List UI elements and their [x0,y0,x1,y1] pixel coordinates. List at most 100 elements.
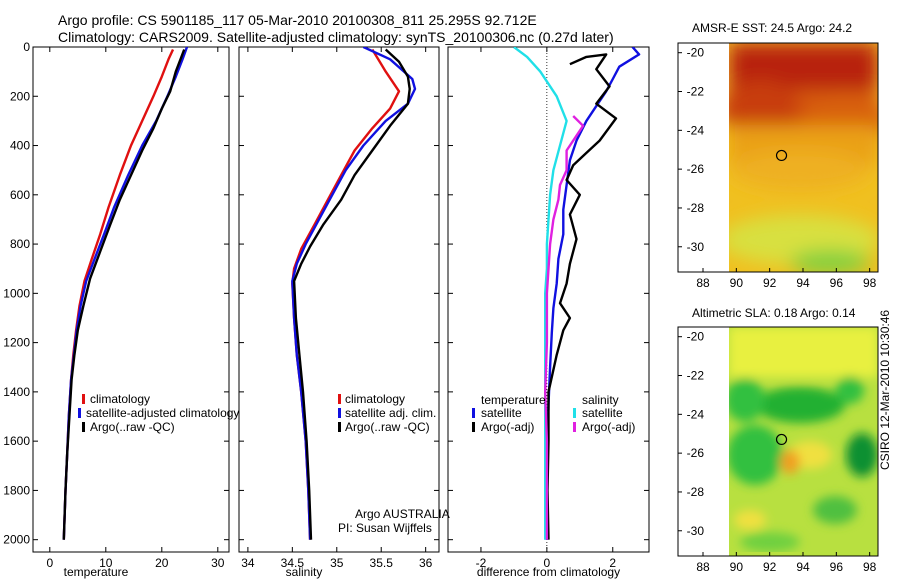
difference-legend: temperature satellite Argo(-adj) salinit… [472,393,635,434]
x-axis-label: difference from climatology [477,565,620,579]
timestamp-stamp: CSIRO 12-Mar-2010 10:30:46 [878,309,892,470]
x-tick-label: 2 [609,556,616,570]
x-axis-label: salinity [286,565,323,579]
x-tick-label: 20 [155,556,169,570]
x-axis-label: temperature [64,565,129,579]
y-tick-label: 1400 [3,385,30,399]
legend-swatch-sal-argo [573,422,576,432]
sla-heatmap-field [729,327,878,556]
y-tick-label: -24 [687,123,705,137]
x-tick-label: 90 [730,276,744,290]
y-tick-label: 400 [10,139,30,153]
map-frame [677,326,879,557]
x-tick-label: 35.5 [370,556,394,570]
legend-label: Argo(..raw -QC) [90,420,175,434]
series-line [546,53,618,540]
annotation-pi: PI: Susan Wijffels [338,521,432,535]
series-line [292,48,411,540]
sst-map: 88 90 92 94 96 98 -20 -22 -24 -26 -28 -30 [677,42,879,290]
series-line [291,47,417,540]
x-tick-label: 0 [544,556,551,570]
y-tick-label: 200 [10,89,30,103]
y-tick-label: -24 [687,407,705,421]
y-tick-label: -28 [687,485,705,499]
legend-swatch-argo [338,422,341,432]
legend-label: satellite adj. clim. [345,406,436,420]
legend-swatch-argo [82,422,85,432]
figure-title: Argo profile: CS 5901185_117 05-Mar-2010… [58,12,537,28]
annotation-institution: Argo AUSTRALIA [355,507,450,521]
x-tick-label: 94 [796,276,810,290]
plot-frame [238,46,440,553]
y-tick-label: -30 [687,524,705,538]
x-tick-label: -2 [476,556,487,570]
figure-subtitle: Climatology: CARS2009. Satellite-adjuste… [58,29,614,45]
sst-panel-title: AMSR-E SST: 24.5 Argo: 24.2 [692,21,852,35]
y-tick-label: 1600 [3,434,30,448]
y-tick-label: 1800 [3,483,30,497]
y-tick-label: -26 [687,446,705,460]
legend-swatch-satellite [338,408,341,418]
legend-label: satellite [481,406,522,420]
y-tick-label: -20 [687,46,705,60]
x-tick-label: 35 [330,556,344,570]
legend-swatch-temp-argo [472,422,475,432]
x-tick-label: 96 [830,276,844,290]
legend-group-title: salinity [582,393,619,407]
sst-heatmap-field [729,43,878,272]
y-tick-label: 2000 [3,533,30,547]
legend-swatch-temp-satellite [472,408,475,418]
series-line [62,47,189,540]
map-frame [677,42,879,273]
plot-frame [32,46,230,553]
x-tick-label: 98 [863,276,877,290]
series-group [291,47,417,540]
y-tick-label: -28 [687,201,705,215]
y-tick-label: -30 [687,240,705,254]
x-tick-label: 10 [99,556,113,570]
x-tick-label: 90 [730,560,744,574]
y-tick-label: -22 [687,85,705,99]
x-tick-label: 96 [830,560,844,574]
series-line [513,47,568,540]
legend-label: Argo(-adj) [481,420,534,434]
legend-swatch-climatology [82,394,85,404]
x-tick-label: 94 [796,560,810,574]
profile-panel-1: 34 34.5 35 35.5 36 salinity [238,46,440,579]
x-tick-label: 88 [696,560,710,574]
legend-label: satellite-adjusted climatology [86,406,239,420]
temperature-legend: climatology satellite-adjusted climatolo… [78,392,239,434]
y-tick-label: 600 [10,188,30,202]
plot-frame [447,46,650,553]
salinity-legend: climatology satellite adj. clim. Argo(..… [338,392,450,535]
legend-label: climatology [345,392,405,406]
series-group [513,47,641,540]
y-tick-label: 0 [23,40,30,54]
series-line [62,49,186,540]
x-tick-label: 30 [211,556,225,570]
sla-map: 88 90 92 94 96 98 -20 -22 -24 -26 -28 -30 [677,326,879,574]
y-tick-label: 1200 [3,336,30,350]
sla-panel-title: Altimetric SLA: 0.18 Argo: 0.14 [692,306,856,320]
x-tick-label: 0 [46,556,53,570]
y-tick-label: -26 [687,162,705,176]
series-group [62,47,189,540]
legend-label: climatology [90,392,150,406]
argo-location-marker [775,433,788,446]
profile-panel-0: 0 10 20 30 temperature 0 200 400 600 800 1000 1200 1… [3,40,230,579]
series-line [545,47,641,540]
series-line [544,115,585,540]
x-tick-label: 98 [863,560,877,574]
y-tick-label: 800 [10,237,30,251]
argo-location-marker [775,149,788,162]
legend-swatch-sal-satellite [573,408,576,418]
y-tick-label: -20 [687,330,705,344]
x-tick-label: 92 [763,276,777,290]
legend-swatch-climatology [338,394,341,404]
x-tick-label: 34 [241,556,255,570]
legend-swatch-satellite [78,408,81,418]
y-tick-label: 1000 [3,286,30,300]
legend-label: Argo(-adj) [582,420,635,434]
